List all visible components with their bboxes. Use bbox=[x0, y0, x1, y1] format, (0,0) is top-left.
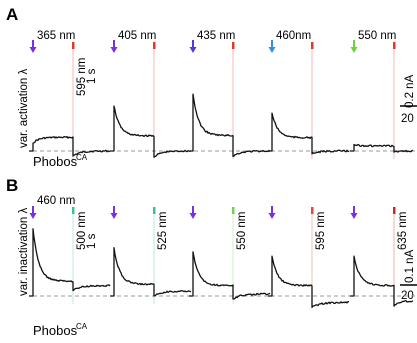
x-tick-fragment-a: 20 bbox=[401, 113, 414, 125]
panel-b-activation-arrow-4 bbox=[268, 206, 276, 219]
time-scale-label-a: 1 s bbox=[86, 68, 98, 84]
panel-a-activation-arrow-3 bbox=[189, 40, 197, 53]
panel-b-trace-3 bbox=[189, 251, 271, 300]
panel-a-trace-2 bbox=[110, 105, 192, 158]
scale-bar-label-a: 0.2 nA bbox=[404, 74, 416, 108]
panel-b-activation-arrow-1 bbox=[29, 206, 37, 219]
panel-a-activation-label-3: 435 nm bbox=[197, 30, 235, 42]
panel-a-activation-label-5: 550 nm bbox=[358, 30, 396, 42]
panel-a-activation-arrow-4 bbox=[268, 40, 276, 53]
panel-b-deactivation-label-5: 635 nm bbox=[397, 212, 409, 250]
panel-a-deactivation-marker-4 bbox=[311, 42, 314, 49]
panel-a-deactivation-label-1: 595 nm bbox=[76, 58, 88, 96]
panel-a-trace-1 bbox=[29, 135, 111, 157]
panel-b-activation-label-1: 460 nm bbox=[37, 195, 75, 207]
panel-b-deactivation-marker-4 bbox=[311, 207, 314, 214]
panel-a-deactivation-marker-2 bbox=[153, 42, 156, 49]
panel-a-activation-label-4: 460nm bbox=[276, 30, 311, 42]
panel-a-deactivation-marker-3 bbox=[232, 42, 235, 49]
panel-a-trace-3 bbox=[189, 93, 271, 158]
panel-b-trace-5 bbox=[350, 255, 414, 307]
panel-b-deactivation-label-1: 500 nm bbox=[76, 212, 88, 250]
panel-a-trace-4 bbox=[268, 112, 350, 155]
panel-a-activation-label-2: 405 nm bbox=[118, 30, 156, 42]
panel-b-activation-arrow-3 bbox=[189, 206, 197, 219]
panel-b-trace-4 bbox=[268, 255, 350, 308]
panel-letter-a: A bbox=[6, 5, 18, 24]
time-scale-label-b: 1 s bbox=[86, 233, 98, 249]
construct-label-b-sup: CA bbox=[76, 322, 88, 331]
panel-b-activation-arrow-2 bbox=[110, 206, 118, 219]
scale-bar-label-b: 0.1 nA bbox=[404, 249, 416, 283]
panel-a-trace-5 bbox=[350, 143, 414, 153]
panel-b-trace-2 bbox=[110, 247, 192, 297]
construct-label-a-base: Phobos bbox=[33, 154, 78, 169]
panel-b-activation-arrow-5 bbox=[350, 206, 358, 219]
panel-b-deactivation-label-4: 595 nm bbox=[315, 212, 327, 250]
construct-label-a-sup: CA bbox=[76, 153, 88, 162]
panel-b-trace-1 bbox=[29, 228, 111, 297]
panel-b-deactivation-label-2: 525 nm bbox=[157, 212, 169, 250]
plot-panel-a: 365 nm 595 nm 405 nm 435 nm 460nm 550 nm bbox=[29, 30, 417, 159]
panel-a-activation-arrow-2 bbox=[110, 40, 118, 53]
panel-letter-b: B bbox=[6, 176, 18, 195]
ylabel-b: var. inactivation λ bbox=[18, 208, 30, 296]
panel-b-deactivation-marker-1 bbox=[72, 207, 75, 214]
panel-b-deactivation-marker-2 bbox=[153, 207, 156, 214]
ylabel-a: var. activation λ bbox=[18, 68, 30, 148]
construct-label-b-base: Phobos bbox=[33, 323, 78, 338]
panel-b-deactivation-marker-5 bbox=[393, 207, 396, 214]
panel-b-deactivation-label-3: 550 nm bbox=[236, 212, 248, 250]
construct-label-b: Phobos CA bbox=[33, 322, 88, 338]
panel-a-deactivation-marker-1 bbox=[72, 42, 75, 49]
panel-a-activation-arrow-5 bbox=[350, 40, 358, 53]
construct-label-a: Phobos CA bbox=[33, 153, 88, 169]
panel-a-deactivation-marker-5 bbox=[393, 42, 396, 49]
panel-a-activation-label-1: 365 nm bbox=[37, 30, 75, 42]
panel-b-deactivation-marker-3 bbox=[232, 207, 235, 214]
panel-a-activation-arrow-1 bbox=[29, 40, 37, 53]
